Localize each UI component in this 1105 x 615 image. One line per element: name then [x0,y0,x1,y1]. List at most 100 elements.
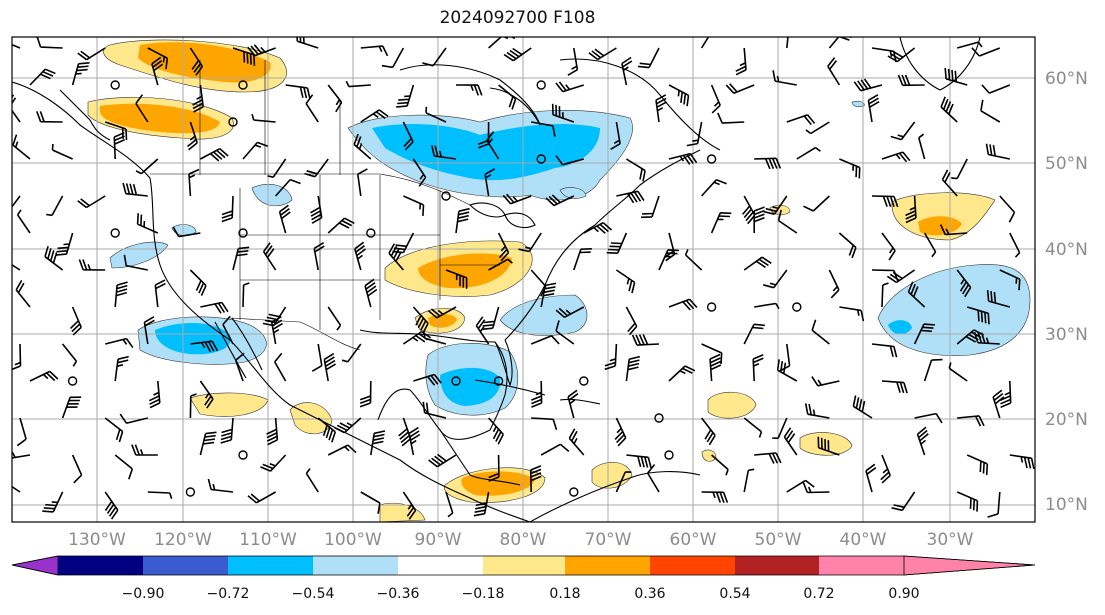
calm-wind-symbol [185,487,196,497]
wind-barb [986,290,1011,308]
wind-barb [488,37,516,49]
wind-barb [200,301,229,314]
calm-wind-symbol [536,154,546,164]
colorbar-tick-label: −0.54 [292,586,335,602]
wind-barb [838,232,857,259]
coastline [504,149,701,341]
wind-barb [305,468,319,493]
wind-barb [701,343,723,365]
wind-barb [981,84,1011,94]
colorbar-segment [398,556,483,575]
wind-barb [567,389,579,419]
wind-barb [743,256,772,271]
map-frame [11,36,1036,523]
wind-barb [735,47,747,76]
wind-barb [364,278,378,308]
wind-barb [484,168,496,197]
wind-barb [360,45,389,57]
wind-barb [104,491,119,520]
anomaly-positive-area [707,391,757,419]
wind-barb [428,453,457,468]
wind-barb [741,195,756,225]
anomaly-strong-negative-area [888,320,912,335]
wind-barb [772,70,797,86]
wind-barb [828,37,852,49]
wind-barb [817,436,840,456]
wind-barb [568,428,585,456]
wind-barb [668,365,696,382]
wind-barb [905,195,917,224]
wind-barb [985,143,1010,160]
wind-barb [12,264,21,271]
wind-barb [852,395,873,419]
wind-barb [913,323,935,345]
wind-barb [296,37,319,49]
wind-barb [668,84,690,107]
wind-barb [445,491,454,518]
coastline [559,398,601,405]
coastline [494,339,513,387]
wind-barb [555,81,585,93]
wind-barb [631,334,660,346]
coastline [214,321,247,379]
wind-barb [828,269,840,299]
wind-barb [772,417,788,440]
wind-barb [360,491,381,514]
wind-barb [147,491,173,499]
wind-barb [412,306,429,334]
anomaly-positive-area [189,392,269,417]
calm-wind-symbol [228,117,238,127]
lon-label: 130°W [68,530,126,550]
wind-barb [192,84,204,113]
wind-barb [51,143,73,160]
colorbar-tick-label: 0.54 [719,586,750,602]
lon-label: 90°W [415,530,462,550]
anomaly-negative-area [251,184,293,207]
wind-barb [616,190,645,204]
wind-barb [104,417,124,443]
wind-barb [923,358,943,382]
wind-barb [966,454,989,475]
wind-barb [475,316,490,345]
wind-barb [402,121,414,151]
lon-label: 30°W [927,530,974,550]
wind-barb [700,417,716,446]
wind-barb [422,47,447,67]
colorbar-segment [313,556,398,575]
wind-barb [786,479,815,493]
wind-barb [951,158,968,180]
wind-barb [763,195,788,215]
wind-barb [61,396,82,419]
wind-barb [445,269,468,289]
colorbar-tick-label: −0.18 [462,586,505,602]
calm-wind-symbol [238,228,248,238]
wind-barb [881,232,896,261]
wind-barb [260,454,287,472]
calm-wind-symbol [67,376,78,386]
wind-barb [12,94,21,123]
calm-wind-symbol [366,228,376,238]
wind-barb [956,41,983,49]
wind-barb [880,454,891,484]
wind-barb [865,463,877,493]
wind-barb [701,491,729,503]
wind-barb [503,47,532,62]
wind-barb [956,269,972,298]
wind-barb [71,62,90,86]
wind-barb [220,417,234,444]
wind-barb [323,353,337,382]
anomaly-negative-area [499,294,588,336]
wind-barb [278,204,291,234]
wind-barb [540,443,570,456]
wind-barb [172,226,201,238]
calm-wind-symbol [536,80,546,90]
wind-barb [341,343,362,363]
wind-barb [1009,454,1035,470]
wind-barb [973,331,1000,345]
wind-barb [114,454,134,480]
wind-barb [327,444,357,456]
wind-barb [199,431,217,456]
wind-barb [980,99,1001,123]
wind-barb [313,242,325,271]
wind-barb [114,281,128,308]
